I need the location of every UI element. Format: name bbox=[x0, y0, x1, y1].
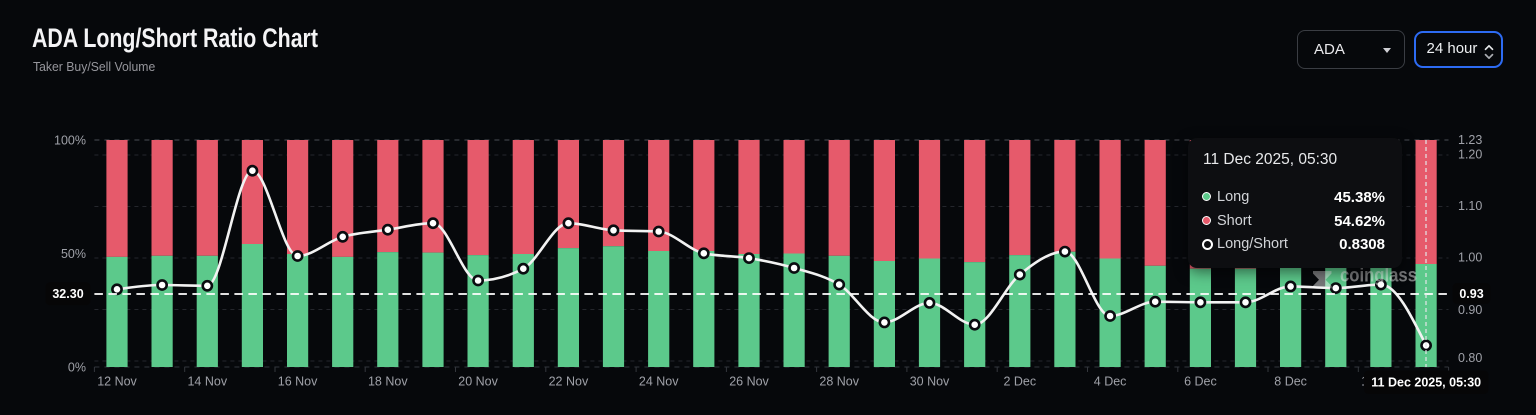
svg-text:50%: 50% bbox=[61, 247, 86, 261]
svg-text:20 Nov: 20 Nov bbox=[458, 375, 498, 389]
svg-text:1.10: 1.10 bbox=[1458, 199, 1482, 213]
svg-text:18 Nov: 18 Nov bbox=[368, 375, 408, 389]
svg-text:0%: 0% bbox=[68, 360, 86, 374]
svg-text:8 Dec: 8 Dec bbox=[1274, 375, 1307, 389]
svg-text:0.90: 0.90 bbox=[1458, 303, 1482, 317]
svg-text:1.23: 1.23 bbox=[1458, 133, 1482, 147]
svg-text:30 Nov: 30 Nov bbox=[910, 375, 950, 389]
svg-text:16 Nov: 16 Nov bbox=[278, 375, 318, 389]
svg-text:22 Nov: 22 Nov bbox=[549, 375, 589, 389]
svg-text:24 Nov: 24 Nov bbox=[639, 375, 679, 389]
svg-text:28 Nov: 28 Nov bbox=[819, 375, 859, 389]
svg-text:1.20: 1.20 bbox=[1458, 148, 1482, 162]
svg-text:14 Nov: 14 Nov bbox=[187, 375, 227, 389]
svg-text:11 Dec 2025, 05:30: 11 Dec 2025, 05:30 bbox=[1371, 376, 1481, 390]
svg-text:0.93: 0.93 bbox=[1459, 287, 1483, 301]
svg-text:6 Dec: 6 Dec bbox=[1184, 375, 1217, 389]
svg-text:100%: 100% bbox=[54, 133, 86, 147]
svg-text:32.30: 32.30 bbox=[52, 287, 83, 301]
svg-text:2 Dec: 2 Dec bbox=[1003, 375, 1036, 389]
svg-text:coinglass: coinglass bbox=[1340, 266, 1417, 287]
svg-text:4 Dec: 4 Dec bbox=[1094, 375, 1127, 389]
svg-text:1.00: 1.00 bbox=[1458, 250, 1482, 264]
svg-text:26 Nov: 26 Nov bbox=[729, 375, 769, 389]
svg-text:12 Nov: 12 Nov bbox=[97, 375, 137, 389]
svg-text:0.80: 0.80 bbox=[1458, 351, 1482, 365]
